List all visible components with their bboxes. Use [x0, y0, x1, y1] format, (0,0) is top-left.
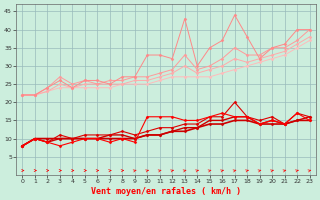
X-axis label: Vent moyen/en rafales ( km/h ): Vent moyen/en rafales ( km/h ): [91, 187, 241, 196]
